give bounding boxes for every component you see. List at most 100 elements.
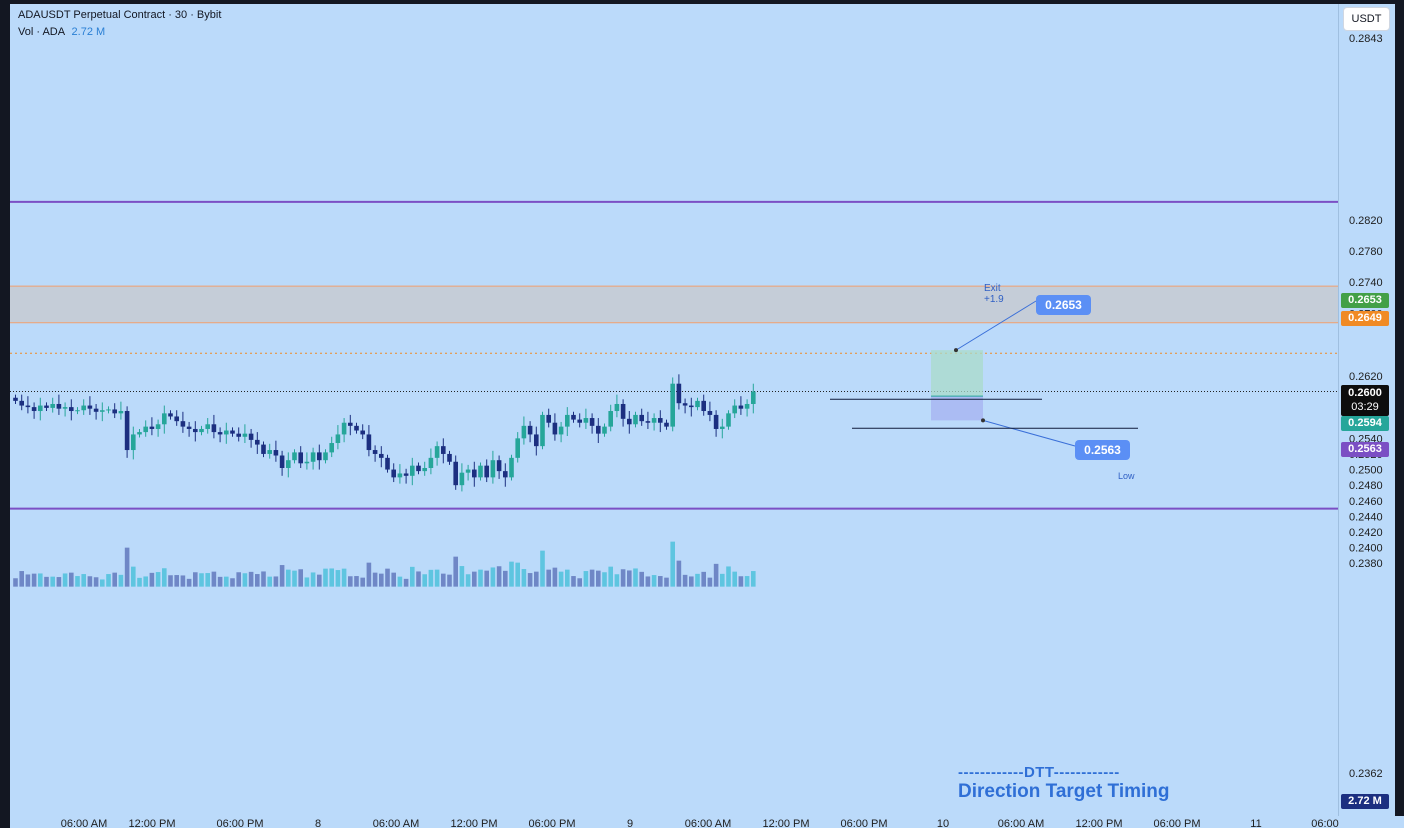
candle-body [137,432,142,435]
volume-bar [298,569,303,587]
candle-body [472,469,477,478]
candle-body [199,428,204,433]
entry-price-tag: 0.2594 [1341,416,1389,431]
volume-bar [726,566,731,587]
volume-bar [236,572,241,587]
volume-bar [751,571,756,587]
volume-bar [273,576,279,587]
time-tick-label: 8 [315,818,321,828]
target-connector [955,300,1037,351]
symbol-title: ADAUSDT Perpetual Contract · 30 · Bybit [18,9,222,21]
volume-bar [31,573,37,587]
price-tick-label: 0.2380 [1349,558,1383,570]
candle-body [627,418,632,425]
volume-bar [366,562,372,587]
volume-bar [242,573,248,587]
volume-bar [385,568,390,587]
exit-points: +1.9 [984,294,1004,305]
candle-body [521,425,527,439]
candle-body [56,403,62,409]
candle-body [620,403,626,419]
candle-body [38,405,43,412]
time-tick-label: 06:00 PM [1153,818,1200,828]
candle-body [81,405,86,411]
volume-bar [75,576,80,587]
candle-body [118,411,124,414]
price-tick-label: 0.2480 [1349,480,1383,492]
volume-bar [397,576,403,587]
currency-button[interactable]: USDT [1343,7,1390,31]
candle-body [639,414,644,422]
volume-bar [515,562,520,587]
time-axis[interactable]: 06:00 AM 12:00 PM 06:00 PM 8 06:00 AM 12:00 P… [10,816,1404,828]
candle-body [354,425,359,431]
dtt-text: Direction Target Timing [958,781,1170,802]
candle-body [261,444,266,454]
volume-bar [174,575,179,587]
stop-box[interactable]: 0.2563 [1075,440,1130,460]
candle-body [490,460,496,478]
volume-bar [118,574,124,587]
candle-body [633,414,638,425]
candle-body [571,414,576,420]
volume-bar [329,568,334,587]
candle-body [298,452,303,464]
candle-body [310,452,316,462]
volume-bar [434,569,440,587]
volume-bar [577,578,582,587]
candle-body [503,471,508,478]
volume-bar [87,576,93,587]
candle-body [447,453,452,462]
volume-bar [261,571,266,587]
volume-bar [472,571,477,587]
candle-body [93,408,99,412]
candle-body [224,430,229,435]
price-tick-label: 0.2400 [1349,543,1383,555]
volume-bar [199,573,204,587]
volume-bar [44,576,49,587]
plot-area[interactable] [10,4,1338,816]
candle-body [509,457,514,478]
volume-bar [193,572,198,587]
time-tick-label: 06:00 PM [840,818,887,828]
volume-bar [137,577,142,587]
candle-body [558,426,564,435]
volume-legend: Vol · ADA 2.72 M [18,26,105,38]
volume-bar [143,576,148,587]
volume-bar [620,569,626,587]
countdown-value: 03:29 [1351,401,1379,413]
candle-body [193,428,198,433]
volume-bar [503,570,508,587]
volume-bar [416,571,421,587]
volume-bar [627,570,632,587]
volume-bar [441,573,446,587]
volume-bar [38,573,43,587]
candle-body [87,405,93,409]
target-box[interactable]: 0.2653 [1036,295,1091,315]
volume-bar [180,575,186,587]
volume-bar [602,572,607,587]
volume-bar [565,569,570,587]
volume-bar [124,547,130,587]
candle-body [707,411,713,415]
loss-zone [931,396,983,421]
price-tick-label: 0.2440 [1349,511,1383,523]
time-tick-label: 06:00 PM [528,818,575,828]
volume-bar [546,569,551,587]
candle-body [744,403,750,409]
last-price-value: 0.2600 [1348,387,1382,399]
candle-body [155,424,161,429]
candle-body [527,425,533,435]
volume-bar [217,576,223,587]
volume-bar [614,574,620,587]
time-tick-label: 06:00 AM [373,818,419,828]
candle-body [13,397,18,401]
volume-bar [713,563,719,587]
volume-bar [50,576,55,587]
candle-body [44,405,49,408]
candle-body [292,452,297,461]
volume-bar [422,574,427,587]
volume-bar [428,569,434,587]
volume-bar [255,574,260,587]
candle-body [379,453,384,458]
